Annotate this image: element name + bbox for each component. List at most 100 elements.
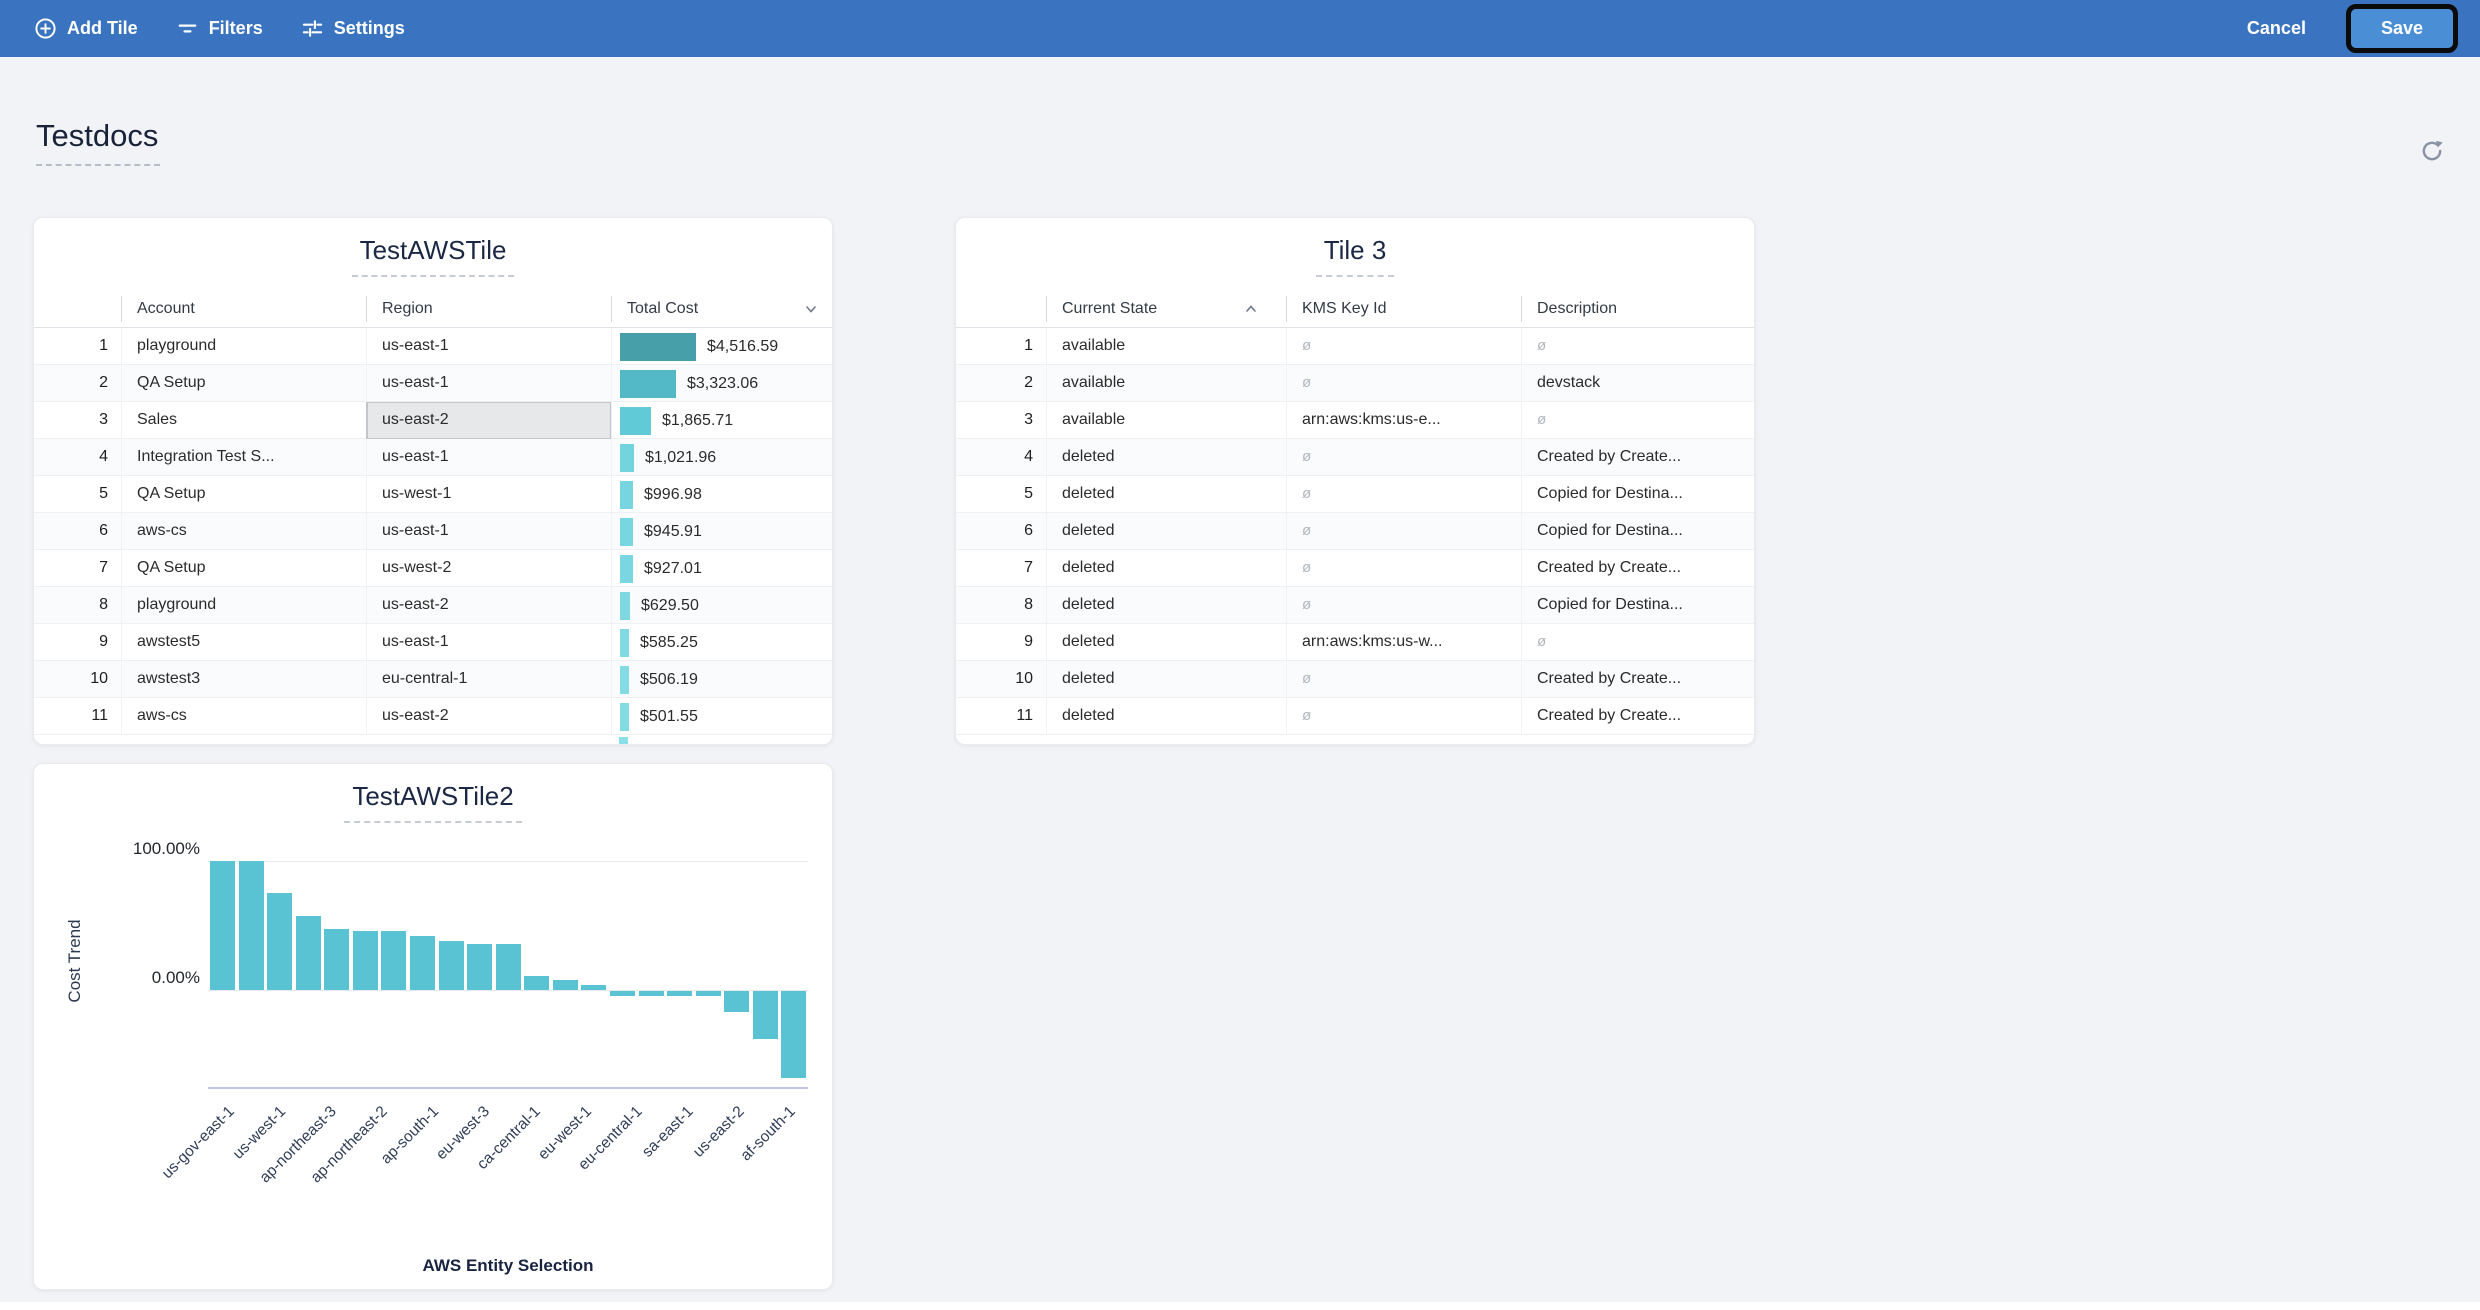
page-title[interactable]: Testdocs [36,118,161,166]
region-cell[interactable]: us-west-2 [366,550,611,587]
row-number-cell[interactable]: 2 [99,374,108,391]
current-state-cell[interactable]: deleted [1046,698,1286,735]
description-cell[interactable]: ø [1521,624,1754,661]
region-cell[interactable]: eu-central-1 [366,661,611,698]
row-number-cell[interactable]: 10 [90,670,108,687]
region-cell[interactable]: us-east-1 [366,624,611,661]
row-number-cell[interactable]: 4 [1024,448,1033,465]
region-cell[interactable]: us-west-1 [366,476,611,513]
account-cell[interactable]: aws-cs [121,698,366,735]
account-cell[interactable]: QA Setup [121,550,366,587]
column-header-region[interactable]: Region [366,296,611,322]
row-number-cell[interactable]: 1 [99,337,108,354]
row-number-cell[interactable]: 5 [99,485,108,502]
description-cell[interactable]: ø [1521,328,1754,365]
total-cost-cell[interactable]: $1,865.71 [611,402,832,439]
description-cell[interactable]: Copied for Destina... [1521,476,1754,513]
description-cell[interactable]: Created by Create... [1521,698,1754,735]
row-number-cell[interactable]: 3 [1024,411,1033,428]
region-cell[interactable]: us-east-2 [366,587,611,624]
region-cell[interactable]: us-east-2 [366,698,611,735]
filters-button[interactable]: Filters [176,17,263,40]
total-cost-cell[interactable]: $3,323.06 [611,365,832,402]
column-header-account[interactable]: Account [121,296,366,322]
total-cost-cell[interactable]: $945.91 [611,513,832,550]
kms-key-id-cell[interactable]: ø [1286,365,1521,402]
account-cell[interactable]: playground [121,328,366,365]
kms-key-id-cell[interactable]: ø [1286,328,1521,365]
current-state-cell[interactable]: deleted [1046,513,1286,550]
current-state-cell[interactable]: available [1046,402,1286,439]
description-cell[interactable]: Created by Create... [1521,661,1754,698]
kms-key-id-cell[interactable]: ø [1286,587,1521,624]
total-cost-cell[interactable]: $629.50 [611,587,832,624]
refresh-button[interactable] [2416,136,2448,168]
description-cell[interactable]: Created by Create... [1521,550,1754,587]
total-cost-cell[interactable]: $501.55 [611,698,832,735]
current-state-cell[interactable]: available [1046,328,1286,365]
description-cell[interactable]: devstack [1521,365,1754,402]
region-cell[interactable]: us-east-1 [366,513,611,550]
kms-key-id-cell[interactable]: ø [1286,698,1521,735]
account-cell[interactable]: awstest5 [121,624,366,661]
row-number-cell[interactable]: 6 [99,522,108,539]
kms-key-id-cell[interactable]: ø [1286,476,1521,513]
kms-key-id-cell[interactable]: arn:aws:kms:us-w... [1286,624,1521,661]
row-number-cell[interactable]: 11 [1016,707,1033,724]
row-number-cell[interactable]: 6 [1024,522,1033,539]
row-number-cell[interactable]: 1 [1024,337,1033,354]
row-number-cell[interactable]: 9 [1024,633,1033,650]
row-number-cell[interactable]: 4 [99,448,108,465]
current-state-cell[interactable]: deleted [1046,550,1286,587]
description-cell[interactable]: Copied for Destina... [1521,513,1754,550]
row-number-cell[interactable]: 10 [1015,670,1033,687]
total-cost-cell[interactable]: $506.19 [611,661,832,698]
account-cell[interactable]: Sales [121,402,366,439]
current-state-cell[interactable]: deleted [1046,587,1286,624]
cancel-button[interactable]: Cancel [2246,18,2306,38]
column-header-kms-key-id[interactable]: KMS Key Id [1286,296,1521,322]
account-cell[interactable]: Integration Test S... [121,439,366,476]
row-number-cell[interactable]: 8 [99,596,108,613]
kms-key-id-cell[interactable]: ø [1286,439,1521,476]
row-number-cell[interactable]: 8 [1024,596,1033,613]
chevron-down-icon[interactable] [804,299,818,325]
description-cell[interactable]: Created by Create... [1521,439,1754,476]
account-cell[interactable]: aws-cs [121,513,366,550]
save-button[interactable]: Save [2350,9,2453,48]
region-cell[interactable]: us-east-1 [366,365,611,402]
total-cost-cell[interactable]: $927.01 [611,550,832,587]
tile-title[interactable]: Tile 3 [1315,235,1395,277]
kms-key-id-cell[interactable]: arn:aws:kms:us-e... [1286,402,1521,439]
region-cell[interactable]: us-east-2 [366,402,611,439]
tile-title[interactable]: TestAWSTile2 [344,781,522,823]
current-state-cell[interactable]: deleted [1046,476,1286,513]
current-state-cell[interactable]: deleted [1046,439,1286,476]
region-cell[interactable]: us-east-1 [366,328,611,365]
current-state-cell[interactable]: available [1046,365,1286,402]
column-header-current-state[interactable]: Current State [1046,296,1286,322]
row-number-cell[interactable]: 11 [91,707,108,724]
account-cell[interactable]: playground [121,587,366,624]
kms-key-id-cell[interactable]: ø [1286,661,1521,698]
row-number-cell[interactable]: 9 [99,633,108,650]
row-number-cell[interactable]: 2 [1024,374,1033,391]
account-cell[interactable]: QA Setup [121,476,366,513]
description-cell[interactable]: Copied for Destina... [1521,587,1754,624]
column-header-description[interactable]: Description [1521,296,1754,322]
account-cell[interactable]: QA Setup [121,365,366,402]
kms-key-id-cell[interactable]: ø [1286,513,1521,550]
region-cell[interactable]: us-east-1 [366,439,611,476]
settings-button[interactable]: Settings [301,17,405,40]
account-cell[interactable]: awstest3 [121,661,366,698]
current-state-cell[interactable]: deleted [1046,661,1286,698]
total-cost-cell[interactable]: $996.98 [611,476,832,513]
total-cost-cell[interactable]: $1,021.96 [611,439,832,476]
kms-key-id-cell[interactable]: ø [1286,550,1521,587]
chevron-up-icon[interactable] [1244,299,1258,325]
description-cell[interactable]: ø [1521,402,1754,439]
current-state-cell[interactable]: deleted [1046,624,1286,661]
row-number-cell[interactable]: 7 [1024,559,1033,576]
row-number-cell[interactable]: 7 [99,559,108,576]
column-header-total-cost[interactable]: Total Cost [611,296,832,322]
